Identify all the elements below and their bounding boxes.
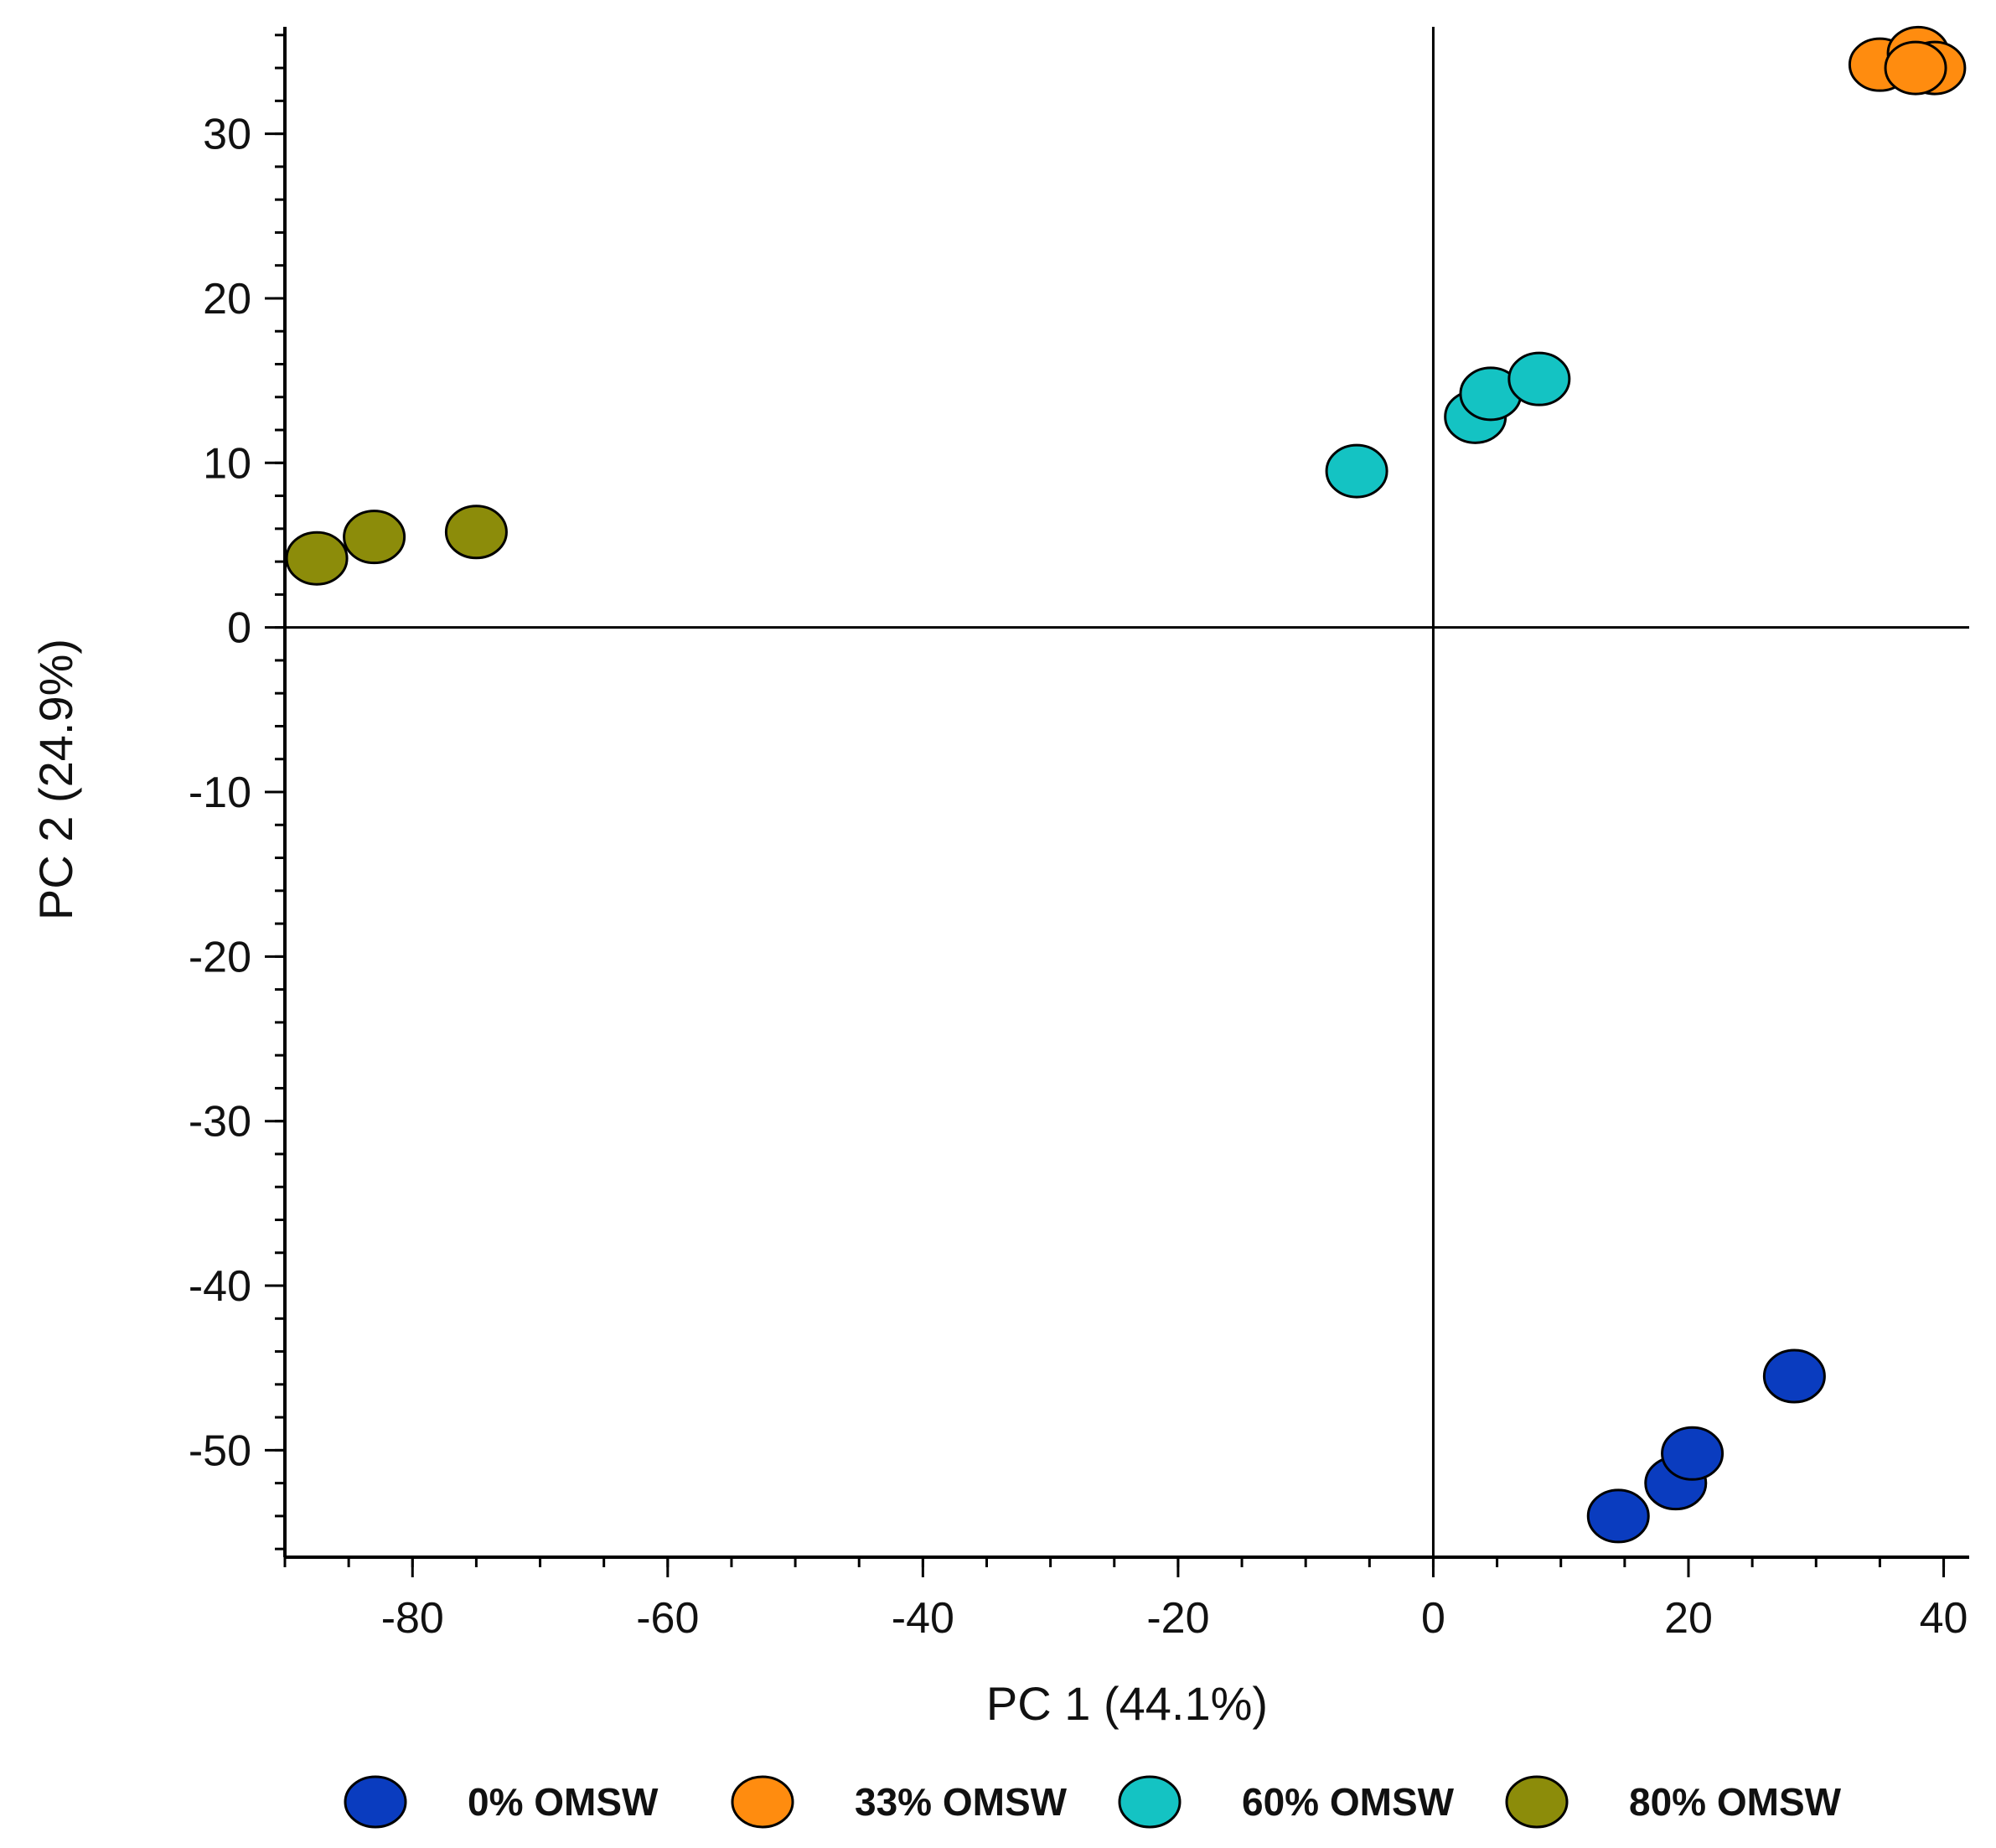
legend-label-33-omsw: 33% OMSW — [855, 1780, 1068, 1824]
x-tick-label: -40 — [892, 1594, 954, 1643]
y-tick-label: -30 — [189, 1098, 251, 1147]
legend-marker-33-omsw — [731, 1775, 794, 1829]
minor-ticks — [275, 34, 1946, 1567]
data-point-0-omsw — [1586, 1488, 1650, 1544]
x-tick-label: -20 — [1146, 1594, 1209, 1643]
legend-label-60-omsw: 60% OMSW — [1242, 1780, 1455, 1824]
data-point-60-omsw — [1507, 351, 1571, 406]
data-point-60-omsw — [1325, 443, 1388, 499]
data-point-33-omsw — [1884, 40, 1947, 96]
data-points — [285, 25, 1967, 1544]
y-tick-label: 0 — [227, 604, 251, 653]
legend-label-0-omsw: 0% OMSW — [468, 1780, 659, 1824]
data-point-80-omsw — [444, 505, 508, 560]
y-axis-title: PC 2 (24.9%) — [29, 639, 82, 920]
x-tick-label: 20 — [1664, 1594, 1713, 1643]
data-point-80-omsw — [343, 510, 406, 565]
y-tick-label: -10 — [189, 769, 251, 817]
data-point-80-omsw — [285, 531, 349, 586]
legend-marker-80-omsw — [1505, 1775, 1569, 1829]
y-tick-labels: 30 20 10 0 -10 -20 -30 -40 -50 — [189, 111, 251, 1476]
y-tick-label: -20 — [189, 933, 251, 981]
y-tick-label: 30 — [203, 111, 251, 159]
legend-marker-0-omsw — [344, 1775, 407, 1829]
y-tick-label: -50 — [189, 1426, 251, 1475]
x-tick-label: -80 — [381, 1594, 444, 1643]
x-tick-labels: -80 -60 -40 -20 0 20 40 — [381, 1594, 1968, 1643]
x-axis-title: PC 1 (44.1%) — [986, 1677, 1268, 1730]
data-point-0-omsw — [1661, 1426, 1725, 1481]
x-tick-label: 40 — [1920, 1594, 1968, 1643]
y-tick-label: 20 — [203, 275, 251, 324]
x-tick-label: 0 — [1421, 1594, 1445, 1643]
legend-marker-60-omsw — [1118, 1775, 1182, 1829]
x-tick-label: -60 — [636, 1594, 699, 1643]
major-ticks — [265, 132, 1946, 1577]
y-tick-label: -40 — [189, 1262, 251, 1311]
data-point-0-omsw — [1762, 1348, 1826, 1404]
legend: 0% OMSW 33% OMSW 60% OMSW 80% OMSW — [344, 1775, 1842, 1829]
y-tick-label: 10 — [203, 439, 251, 488]
legend-label-80-omsw: 80% OMSW — [1629, 1780, 1842, 1824]
